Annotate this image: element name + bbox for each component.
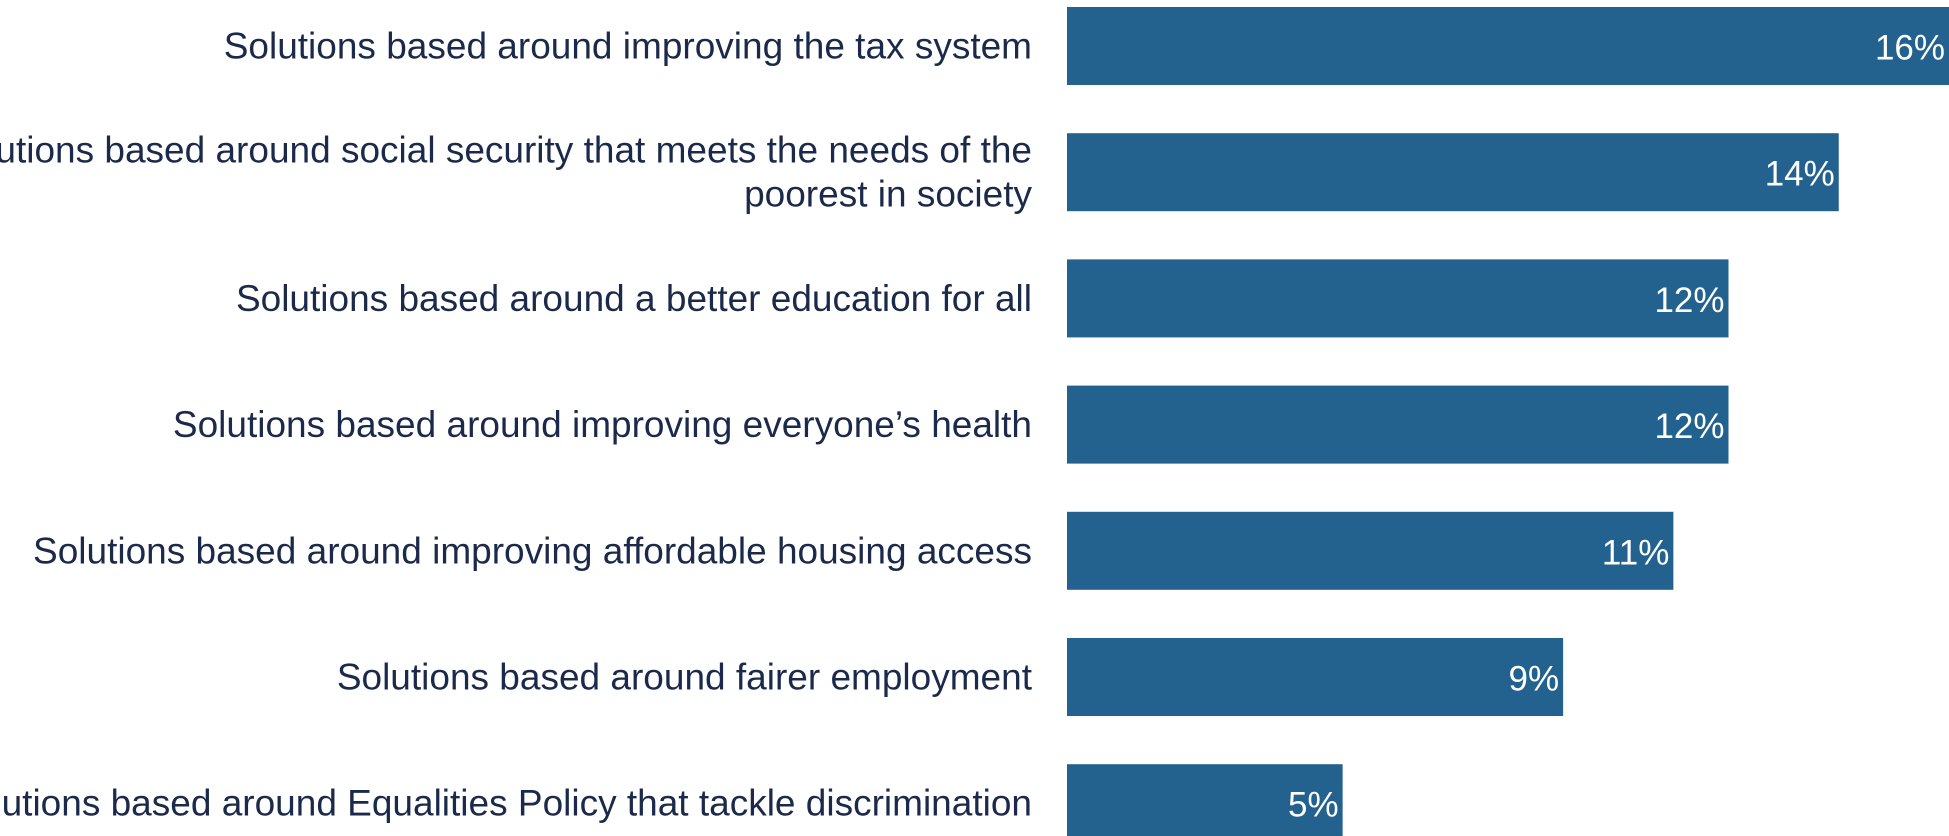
bar-row: Solutions based around Equalities Policy… <box>0 764 1343 836</box>
value-label: 9% <box>1509 660 1560 699</box>
bar-row: Solutions based around fairer employment… <box>337 638 1564 716</box>
category-label: Solutions based around improving everyon… <box>173 404 1032 445</box>
bar-row: Solutions based around social security t… <box>0 130 1839 215</box>
value-label: 16% <box>1875 29 1945 68</box>
bar <box>1067 259 1729 338</box>
category-label: Solutions based around fairer employment <box>337 657 1033 698</box>
value-label: 5% <box>1288 786 1339 825</box>
value-label: 11% <box>1602 533 1669 572</box>
bar <box>1067 385 1729 464</box>
category-label: Solutions based around Equalities Policy… <box>0 783 1032 824</box>
category-label: Solutions based around improving the tax… <box>224 26 1032 67</box>
bar <box>1067 511 1674 590</box>
bar <box>1067 764 1343 836</box>
bar <box>1067 133 1839 212</box>
bar-row: Solutions based around a better educatio… <box>236 259 1729 338</box>
value-label: 12% <box>1654 281 1724 320</box>
category-label: Solutions based around a better educatio… <box>236 278 1032 319</box>
category-label: poorest in society <box>744 174 1032 215</box>
bar-row: Solutions based around improving afforda… <box>33 511 1674 590</box>
bar-row: Solutions based around improving the tax… <box>224 7 1949 85</box>
bar <box>1067 7 1949 85</box>
category-label: Solutions based around improving afforda… <box>33 530 1032 571</box>
value-label: 12% <box>1654 407 1724 446</box>
category-label: Solutions based around social security t… <box>0 130 1032 171</box>
bar <box>1067 638 1564 716</box>
bar-row: Solutions based around improving everyon… <box>173 385 1729 464</box>
value-label: 14% <box>1765 155 1835 194</box>
